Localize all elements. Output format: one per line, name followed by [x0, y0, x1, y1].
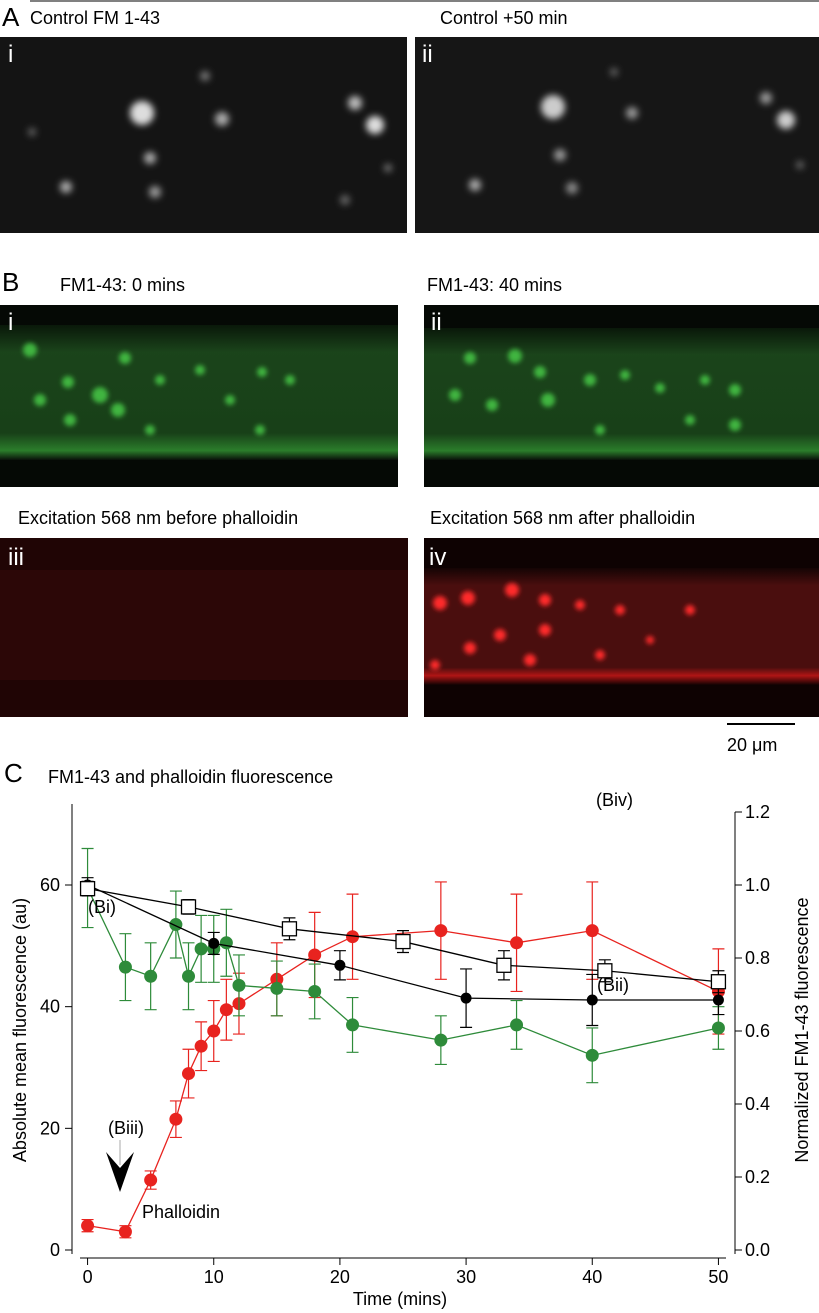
data-point — [194, 1039, 208, 1053]
data-point — [308, 948, 322, 962]
data-point — [510, 936, 524, 950]
annotation: (Biii) — [108, 1118, 144, 1138]
y-tick-label: 0 — [50, 1240, 60, 1260]
data-point — [496, 957, 512, 973]
micrograph: i — [0, 305, 398, 487]
annotation: (Bi) — [88, 897, 116, 917]
data-point — [79, 881, 96, 897]
image-title: Control +50 min — [440, 8, 568, 28]
data-point — [270, 981, 284, 995]
data-point — [334, 959, 346, 971]
data-point — [232, 978, 246, 992]
x-tick-label: 10 — [204, 1267, 224, 1287]
data-point — [182, 1067, 196, 1081]
image-sublabel: ii — [431, 309, 442, 336]
y2-tick-label: 0.8 — [745, 948, 770, 968]
x-tick-label: 0 — [83, 1267, 93, 1287]
data-point — [144, 969, 158, 983]
y-tick-label: 40 — [40, 997, 60, 1017]
x-axis-label: Time (mins) — [353, 1289, 447, 1309]
data-point — [169, 1112, 183, 1126]
y2-tick-label: 0.6 — [745, 1021, 770, 1041]
data-point — [118, 1225, 132, 1239]
panel-letter: A — [2, 2, 20, 32]
data-point — [585, 924, 599, 938]
data-point — [586, 994, 598, 1006]
data-point — [597, 963, 613, 979]
scale-bar-label: 20 μm — [727, 735, 777, 755]
y2-tick-label: 1.0 — [745, 875, 770, 895]
data-point — [194, 942, 208, 956]
series-line — [86, 887, 719, 1057]
series-line — [87, 884, 719, 1001]
annotation: (Biv) — [596, 790, 633, 810]
annotation: Phalloidin — [142, 1202, 220, 1222]
y2-tick-label: 0.4 — [745, 1094, 770, 1114]
data-point — [281, 921, 298, 937]
data-point — [395, 933, 411, 950]
image-sublabel: iii — [8, 544, 24, 571]
micrograph: iv — [424, 538, 819, 717]
data-point — [180, 899, 197, 915]
x-tick-label: 30 — [456, 1267, 476, 1287]
micrograph: ii — [424, 305, 819, 487]
image-title: Excitation 568 nm before phalloidin — [18, 508, 298, 528]
panel-letter: C — [4, 758, 23, 788]
y2-tick-label: 1.2 — [745, 802, 770, 822]
y-tick-label: 60 — [40, 875, 60, 895]
image-title: Control FM 1-43 — [30, 8, 160, 28]
data-point — [219, 936, 233, 950]
data-point — [712, 994, 724, 1006]
image-sublabel: i — [8, 309, 13, 336]
y2-tick-label: 0.0 — [745, 1240, 770, 1260]
image-title: FM1-43: 40 mins — [427, 275, 562, 295]
data-point — [510, 1018, 524, 1032]
data-point — [169, 918, 183, 932]
data-point — [710, 974, 727, 990]
image-sublabel: i — [8, 41, 13, 68]
image-sublabel: ii — [422, 41, 433, 68]
x-tick-label: 50 — [708, 1267, 728, 1287]
micrograph: ii — [415, 37, 819, 233]
data-point — [711, 1021, 725, 1035]
series-line — [87, 929, 719, 1233]
data-point — [81, 1219, 95, 1233]
chart-title: FM1-43 and phalloidin fluorescence — [48, 767, 333, 787]
x-tick-label: 40 — [582, 1267, 602, 1287]
image-sublabel: iv — [429, 544, 446, 571]
panel-letter: B — [2, 267, 19, 297]
image-title: FM1-43: 0 mins — [60, 275, 185, 295]
data-point — [182, 969, 196, 983]
y2-tick-label: 0.2 — [745, 1167, 770, 1187]
data-point — [208, 937, 220, 949]
data-point — [346, 1018, 360, 1032]
data-point — [346, 930, 360, 944]
arrow — [106, 1152, 134, 1192]
micrograph: iii — [0, 538, 408, 717]
data-point — [434, 924, 448, 938]
data-point — [118, 960, 132, 974]
data-point — [308, 984, 322, 998]
y2-axis-label: Normalized FM1-43 fluorescence — [792, 897, 812, 1162]
data-point — [585, 1048, 599, 1062]
data-point — [460, 992, 472, 1004]
annotation: (Bii) — [597, 975, 629, 995]
image-title: Excitation 568 nm after phalloidin — [430, 508, 695, 528]
y-tick-label: 20 — [40, 1118, 60, 1138]
data-point — [434, 1033, 448, 1047]
data-point — [144, 1173, 158, 1187]
x-tick-label: 20 — [330, 1267, 350, 1287]
data-point — [207, 1024, 221, 1038]
micrograph: i — [0, 37, 407, 233]
y-axis-label: Absolute mean fluorescence (au) — [10, 898, 30, 1162]
data-point — [219, 1003, 233, 1017]
